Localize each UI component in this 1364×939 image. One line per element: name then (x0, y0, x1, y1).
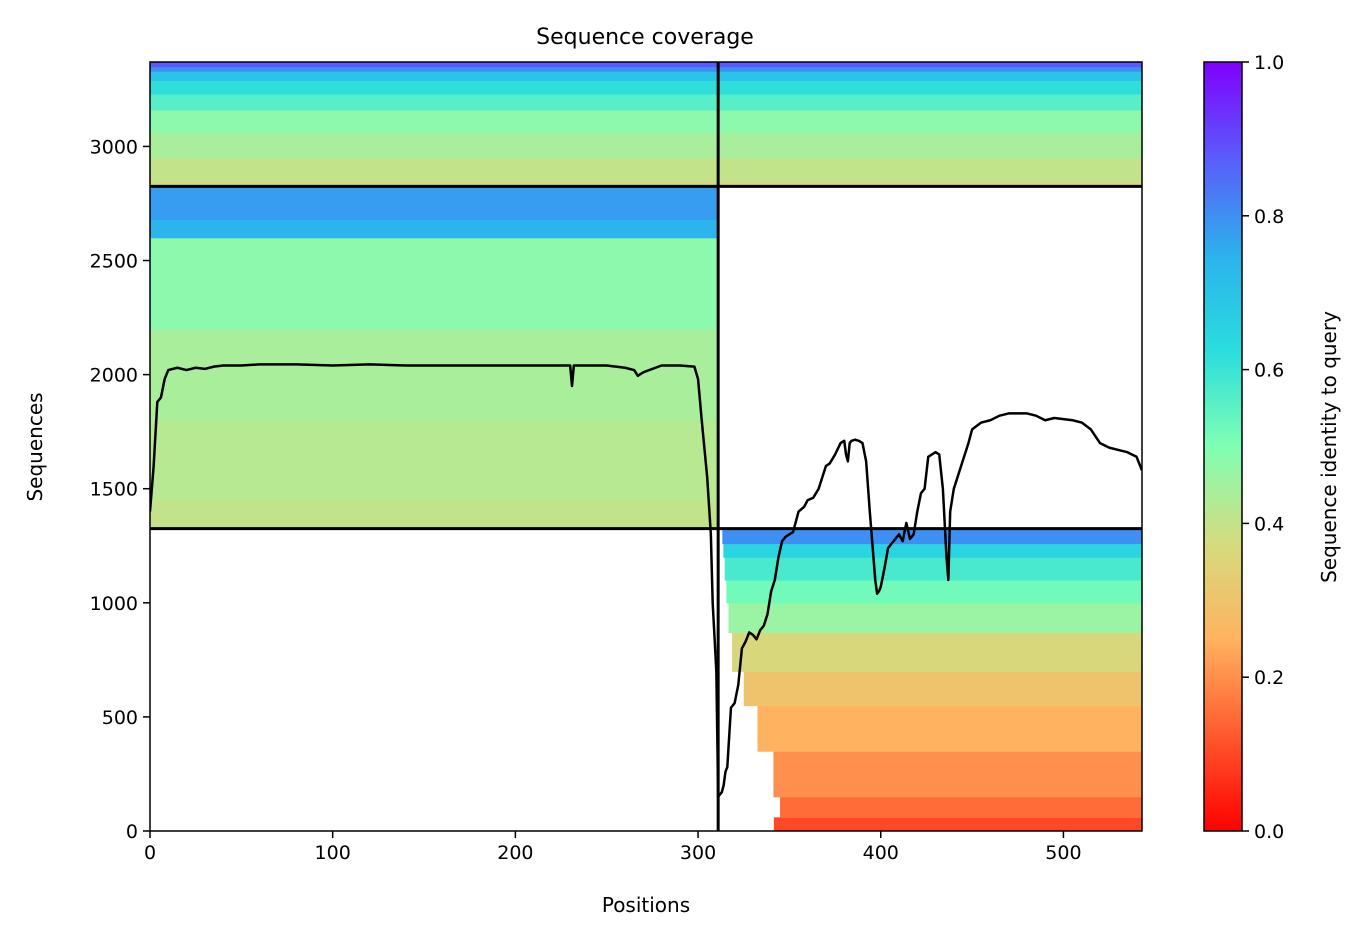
identity-band (726, 579, 1142, 604)
identity-band (757, 705, 1142, 752)
identity-band (722, 528, 1142, 545)
identity-band (150, 109, 1142, 134)
identity-band (150, 71, 1142, 81)
block-middle (150, 186, 719, 530)
colorbar-label: Sequence identity to query (1317, 311, 1341, 583)
identity-band (150, 219, 719, 239)
x-tick-label: 400 (863, 842, 899, 864)
y-tick-label: 2500 (90, 251, 138, 273)
identity-band (150, 500, 719, 530)
chart-title: Sequence coverage (536, 25, 754, 50)
identity-band (732, 632, 1142, 672)
x-axis-label: Positions (602, 893, 690, 917)
identity-band (150, 237, 719, 330)
y-tick-label: 1000 (90, 593, 138, 615)
colorbar-tick-label: 0.2 (1254, 667, 1284, 689)
y-axis-label: Sequences (23, 392, 47, 501)
colorbar-tick-label: 0.6 (1254, 360, 1284, 382)
colorbar-tick-label: 1.0 (1254, 52, 1284, 74)
identity-band (780, 796, 1142, 818)
identity-band (743, 671, 1142, 707)
x-tick-label: 200 (497, 842, 533, 864)
plot-frame (149, 61, 1143, 832)
x-tick-label: 500 (1045, 842, 1081, 864)
identity-band (150, 328, 719, 421)
block-separators (150, 62, 1142, 831)
x-tick-label: 100 (315, 842, 351, 864)
y-tick-label: 0 (126, 821, 138, 843)
identity-band (150, 420, 719, 501)
identity-band (150, 157, 1142, 183)
colorbar-tick-label: 0.4 (1254, 513, 1284, 535)
identity-band (150, 80, 1142, 95)
coverage-line (150, 363, 1142, 799)
identity-band (773, 751, 1142, 798)
identity-band (150, 93, 1142, 111)
y-tick-label: 1500 (90, 479, 138, 501)
x-tick-label: 300 (680, 842, 716, 864)
identity-band (724, 557, 1142, 581)
coverage-blocks (150, 62, 1142, 831)
colorbar-tick-label: 0.0 (1254, 821, 1284, 843)
identity-band (728, 602, 1142, 634)
x-tick-label: 0 (144, 842, 156, 864)
y-tick-label: 2000 (90, 365, 138, 387)
colorbar-ticks: 0.0 0.2 0.4 0.6 0.8 1.0 (1242, 52, 1284, 843)
y-tick-label: 500 (102, 707, 138, 729)
identity-band (150, 186, 719, 221)
identity-band (723, 543, 1142, 558)
colorbar (1203, 61, 1243, 832)
identity-band (150, 66, 1142, 72)
plot-area (150, 62, 1142, 831)
identity-band (150, 62, 1142, 68)
y-axis-ticks: 0 500 1000 1500 2000 2500 3000 (90, 136, 150, 843)
identity-band (773, 817, 1142, 831)
x-axis-ticks: 0 100 200 300 400 500 (144, 831, 1082, 864)
y-tick-label: 3000 (90, 136, 138, 158)
block-bottom (722, 528, 1142, 831)
identity-band (150, 132, 1142, 159)
block-top (150, 62, 1142, 187)
colorbar-tick-label: 0.8 (1254, 206, 1284, 228)
identity-band (150, 181, 1142, 187)
